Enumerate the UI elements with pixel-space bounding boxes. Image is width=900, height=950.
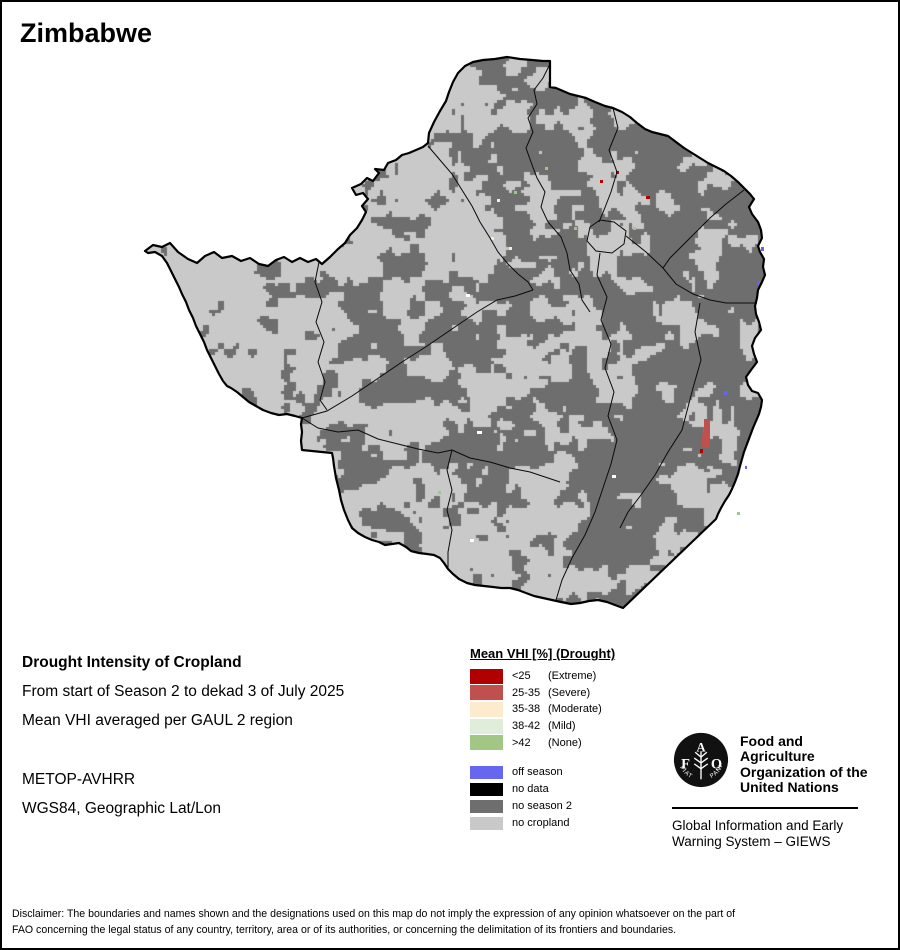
legend-label: (Mild) <box>548 720 576 733</box>
legend-range: <25 <box>512 670 531 683</box>
map-caption-heading: Drought Intensity of Cropland <box>22 654 242 671</box>
admin-boundaries <box>301 63 757 601</box>
legend-range: 38-42 <box>512 720 541 733</box>
coverage-legend: off season no data no season 2 no cropla… <box>470 764 572 832</box>
drought-patches <box>438 167 764 592</box>
legend-swatch-mild <box>470 718 503 734</box>
map-caption-block: Drought Intensity of Cropland From start… <box>22 648 344 823</box>
legend-label: (None) <box>548 736 582 749</box>
legend-row-moderate: 35-38 (Moderate) <box>470 701 615 718</box>
legend-label: (Moderate) <box>548 703 602 716</box>
svg-text:O: O <box>711 757 722 773</box>
fao-block: F A O FIAT PANIS Food and Agriculture Or… <box>672 728 872 851</box>
legend-label: (Extreme) <box>548 670 597 683</box>
legend-swatch-no-data <box>470 782 503 796</box>
legend-label: no cropland <box>512 817 570 830</box>
map-caption-sensor: METOP-AVHRR <box>22 771 136 788</box>
legend-row-no-cropland: no cropland <box>470 815 572 832</box>
map-caption-projection: WGS84, Geographic Lat/Lon <box>22 800 222 817</box>
legend-row-no-season-2: no season 2 <box>470 798 572 815</box>
legend-row-severe: 25-35 (Severe) <box>470 685 615 702</box>
svg-text:A: A <box>696 740 705 754</box>
svg-text:F: F <box>681 757 690 773</box>
fao-divider <box>672 806 858 809</box>
legend-swatch-no-season-2 <box>470 799 503 813</box>
giews-label: Global Information and Early Warning Sys… <box>672 817 844 850</box>
legend-label: off season <box>512 766 563 779</box>
wheat-ear-icon <box>693 751 709 780</box>
legend-swatch-no-cropland <box>470 816 503 830</box>
legend-swatch-moderate <box>470 701 503 717</box>
country-outline <box>143 55 767 610</box>
spacer <box>22 735 344 765</box>
legend-row-extreme: <25 (Extreme) <box>470 668 615 685</box>
legend-row-off-season: off season <box>470 764 572 781</box>
drought-legend: Mean VHI [%] (Drought) <25 (Extreme) 25-… <box>470 646 615 751</box>
legend-row-mild: 38-42 (Mild) <box>470 718 615 735</box>
legend-label: no data <box>512 783 549 796</box>
legend-swatch-none <box>470 735 503 751</box>
legend-label: no season 2 <box>512 800 572 813</box>
fao-logo-icon: F A O FIAT PANIS <box>672 731 729 788</box>
legend-heading: Mean VHI [%] (Drought) <box>470 646 616 661</box>
legend-range: >42 <box>512 736 531 749</box>
disclaimer-text: Disclaimer: The boundaries and names sho… <box>12 908 736 936</box>
legend-swatch-off-season <box>470 765 503 779</box>
fao-name: Food and Agriculture Organization of the… <box>740 733 868 796</box>
map-caption-aggregation: Mean VHI averaged per GAUL 2 region <box>22 712 293 729</box>
legend-swatch-extreme <box>470 668 503 684</box>
legend-swatch-severe <box>470 685 503 701</box>
page-title: Zimbabwe <box>20 18 153 48</box>
legend-range: 25-35 <box>512 686 541 699</box>
legend-row-no-data: no data <box>470 781 572 798</box>
legend-range: 35-38 <box>512 703 541 716</box>
legend-label: (Severe) <box>548 686 591 699</box>
legend-row-none: >42 (None) <box>470 734 615 751</box>
map-caption-period: From start of Season 2 to dekad 3 of Jul… <box>22 683 345 700</box>
